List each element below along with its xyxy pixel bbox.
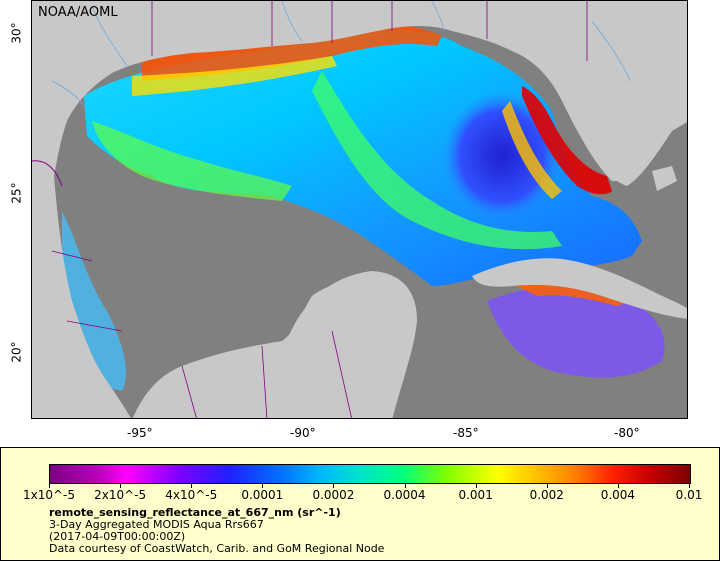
colorbar-tick [404,484,406,488]
land-florida [580,1,687,186]
land-cuba [472,258,687,319]
land-mexico [32,176,131,418]
legend-line-2: (2017-04-09T00:00:00Z) [49,530,186,543]
colorbar-label: 2x10^-5 [94,488,147,502]
colorbar-label: 0.0002 [312,488,355,502]
map-area[interactable] [31,0,688,419]
colorbar-tick [617,484,619,488]
florida-shelf-yellow [502,101,562,199]
colorbar-tick [333,484,335,488]
colorbar-label: 1x10^-5 [22,488,76,502]
colorbar-tick [689,484,690,488]
lon-label-80: -80° [614,426,640,440]
colorbar-tick [475,484,477,488]
lat-label-20: 20° [9,341,24,363]
colorbar [49,464,691,484]
legend-line-1: 3-Day Aggregated MODIS Aqua Rrs667 [49,518,264,531]
colorbar-tick [120,484,122,488]
colorbar-label: 0.01 [675,488,703,502]
legend-line-3: Data courtesy of CoastWatch, Carib. and … [49,542,385,555]
border-states [151,1,588,61]
lon-label-85: -85° [453,426,479,440]
lon-label-95: -95° [127,426,153,440]
colorbar-label: 0.0004 [383,488,426,502]
agency-label: NOAA/AOML [38,5,118,20]
border-us-mexico [32,160,63,187]
lat-label-30: 30° [9,22,24,44]
land-bahamas [652,166,677,191]
legend-title: remote_sensing_reflectance_at_667_nm (sr… [49,506,341,519]
eastern-gulf-blue [442,91,562,221]
colorbar-label: 0.0001 [241,488,284,502]
central-green-band [312,71,562,250]
rivers [51,1,631,112]
colorbar-tick [262,484,264,488]
colorbar-tick [49,484,50,488]
land-us [32,1,687,181]
map-canvas [32,1,687,418]
land-yucatan [287,271,417,418]
colorbar-label: 0.002 [529,488,564,502]
colorbar-tick [191,484,193,488]
lon-label-90: -90° [290,426,316,440]
florida-shelf-high [522,86,612,195]
caribbean-data [487,286,665,378]
campeche-data [62,211,127,391]
colorbar-label: 0.004 [600,488,636,502]
colorbar-label: 4x10^-5 [165,488,218,502]
northern-coast-yellow [132,56,337,96]
border-mexico-states [51,250,352,418]
colorbar-tick [546,484,548,488]
northern-coast-high [142,24,442,81]
west-green-patches [92,121,292,201]
lat-label-25: 25° [9,182,24,204]
colorbar-label: 0.001 [458,488,493,502]
legend-panel: remote_sensing_reflectance_at_667_nm (sr… [0,447,720,561]
